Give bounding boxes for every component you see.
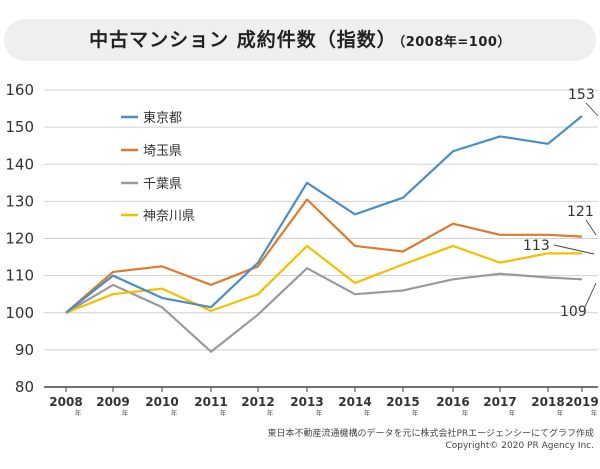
end-label-埼玉県: 121 [567,204,594,220]
x-tick-suffix-2017: 年 [509,408,516,417]
y-tick-label-80: 80 [15,378,34,396]
x-tick-label-2013: 2013 [290,395,323,409]
x-tick-label-2018: 2018 [531,395,564,409]
source-note: 東日本不動産流通機構のデータを元に株式会社PRエージェンシーにてグラフ作成 [267,429,594,439]
x-tick-suffix-2014: 年 [364,408,371,417]
chart-title-bar: 中古マンション 成約件数（指数） （2008年=100） [4,19,596,61]
y-tick-label-160: 160 [5,81,34,99]
x-tick-suffix-2013: 年 [316,408,323,417]
x-tick-label-2009: 2009 [96,395,129,409]
series-line-東京都 [65,115,583,314]
y-tick-label-130: 130 [5,192,34,210]
x-tick-suffix-2018: 年 [557,408,564,417]
end-label-leader-東京都 [585,102,599,117]
legend-label-東京都: 東京都 [143,110,182,126]
y-tick-label-110: 110 [5,267,34,285]
x-tick-label-2016: 2016 [436,395,469,409]
end-label-leader-千葉県 [584,282,597,308]
x-tick-suffix-2009: 年 [122,408,129,417]
x-tick-suffix-2011: 年 [220,408,227,417]
x-tick-suffix-2010: 年 [171,408,178,417]
series-line-埼玉県 [65,198,583,314]
x-tick-label-2012: 2012 [241,395,274,409]
x-tick-suffix-2015: 年 [412,408,419,417]
chart-title: 中古マンション 成約件数（指数） （2008年=100） [4,19,596,64]
x-tick-label-2019: 2019 [565,395,598,409]
y-tick-label-90: 90 [15,341,34,359]
x-tick-label-2011: 2011 [194,395,227,409]
x-tick-suffix-2008: 年 [75,408,82,417]
y-tick-label-100: 100 [5,304,34,322]
chart-subtitle: （2008年=100） [398,35,511,50]
end-label-神奈川県: 113 [523,238,550,254]
y-tick-label-150: 150 [5,118,34,136]
x-axis: 2008年2009年2010年2011年2012年2013年2014年2015年… [49,387,599,417]
chart-title-main: 中古マンション 成約件数（指数） [89,29,397,51]
grid-lines [44,89,598,388]
y-tick-label-140: 140 [5,155,34,173]
x-tick-label-2008: 2008 [49,395,82,409]
copyright-note: Copyright© 2020 PR Agency Inc. [445,441,594,451]
x-tick-suffix-2012: 年 [267,408,274,417]
end-label-千葉県: 109 [560,304,587,320]
end-label-leader-埼玉県 [585,219,597,236]
end-labels: 153 121 113 109 [523,87,599,320]
series-line-千葉県 [65,267,583,353]
legend-label-神奈川県: 神奈川県 [143,209,195,224]
footer-credit: 東日本不動産流通機構のデータを元に株式会社PRエージェンシーにてグラフ作成 Co… [267,428,594,452]
x-tick-suffix-2016: 年 [462,408,469,417]
x-tick-label-2017: 2017 [483,395,516,409]
series-lines [65,115,583,353]
y-tick-label-120: 120 [5,230,34,248]
legend-label-埼玉県: 埼玉県 [143,144,182,159]
end-label-東京都: 153 [568,87,595,103]
x-tick-label-2014: 2014 [338,395,371,409]
end-label-leader-神奈川県 [553,244,595,255]
x-tick-label-2015: 2015 [386,395,419,409]
y-axis: 80 90 100 110 120 130 140 150 160 [5,81,34,396]
series-line-神奈川県 [65,244,582,314]
x-tick-suffix-2019: 年 [591,408,598,417]
legend-label-千葉県: 千葉県 [143,177,182,192]
x-tick-label-2010: 2010 [145,395,178,409]
